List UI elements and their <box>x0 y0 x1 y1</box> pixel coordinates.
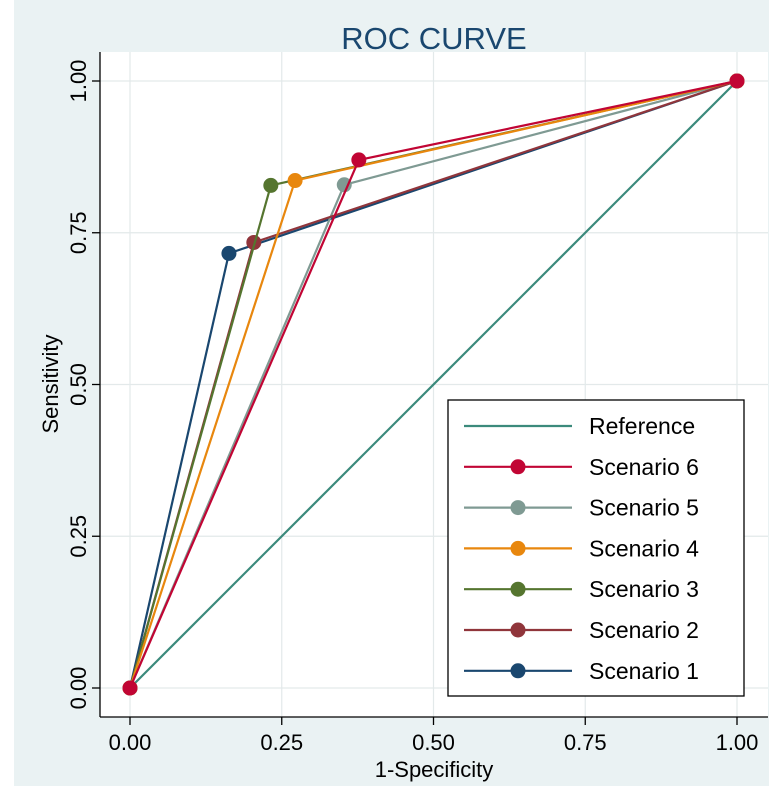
data-point-scenario-5 <box>336 177 352 193</box>
legend-marker-scenario-2 <box>510 622 526 638</box>
y-tick-label: 1.00 <box>66 60 91 103</box>
legend-marker-scenario-6 <box>510 459 526 475</box>
data-point-scenario-1 <box>221 245 237 261</box>
y-tick-label: 0.75 <box>66 211 91 254</box>
legend-item-scenario-2: Scenario 2 <box>464 617 699 643</box>
x-axis-title: 1-Specificity <box>375 757 494 782</box>
legend-entries: Reference Scenario 6 Scenario 5 Scenario 4 S… <box>464 413 699 684</box>
chart-title: ROC CURVE <box>341 21 526 56</box>
data-point-scenario-3 <box>263 177 279 193</box>
series-line-reference <box>129 80 738 689</box>
data-point-scenario-6 <box>729 73 745 89</box>
legend-item-scenario-4: Scenario 4 <box>464 535 699 561</box>
legend-item-scenario-6: Scenario 6 <box>464 454 699 480</box>
legend-marker-scenario-1 <box>510 663 526 679</box>
x-tick-label: 1.00 <box>716 730 759 755</box>
x-tick-label: 0.75 <box>564 730 607 755</box>
x-tick-label: 0.25 <box>260 730 303 755</box>
data-point-scenario-6 <box>351 152 367 168</box>
data-point-scenario-6 <box>122 680 138 696</box>
legend-item-scenario-1: Scenario 1 <box>464 658 699 684</box>
legend-item-scenario-3: Scenario 3 <box>464 576 699 602</box>
legend-label-scenario-1: Scenario 1 <box>589 658 699 684</box>
y-tick-label: 0.50 <box>66 363 91 406</box>
y-tick-label: 0.25 <box>66 515 91 558</box>
data-point-scenario-4 <box>287 173 303 189</box>
legend-marker-scenario-5 <box>510 500 526 516</box>
legend-label-scenario-5: Scenario 5 <box>589 495 699 521</box>
series-reference <box>129 80 738 689</box>
legend-label-reference: Reference <box>589 413 695 439</box>
x-tick-label: 0.50 <box>412 730 455 755</box>
x-tick-label: 0.00 <box>109 730 152 755</box>
legend-marker-scenario-4 <box>510 540 526 556</box>
legend-marker-scenario-3 <box>510 581 526 597</box>
legend-label-scenario-6: Scenario 6 <box>589 454 699 480</box>
legend: Reference Scenario 6 Scenario 5 Scenario 4 S… <box>447 399 745 697</box>
series-scenario-6 <box>122 73 745 696</box>
y-tick-label: 0.00 <box>66 667 91 710</box>
legend-item-scenario-5: Scenario 5 <box>464 495 699 521</box>
legend-item-reference: Reference <box>464 413 695 439</box>
legend-label-scenario-4: Scenario 4 <box>589 535 699 561</box>
series-lines <box>122 73 745 696</box>
legend-label-scenario-3: Scenario 3 <box>589 576 699 602</box>
legend-label-scenario-2: Scenario 2 <box>589 617 699 643</box>
y-axis-title: Sensitivity <box>38 334 63 433</box>
axis-ticks: 0.00 0.25 0.50 0.75 1.00 0.00 0.25 0.50 0.75 1.00 <box>66 60 758 755</box>
